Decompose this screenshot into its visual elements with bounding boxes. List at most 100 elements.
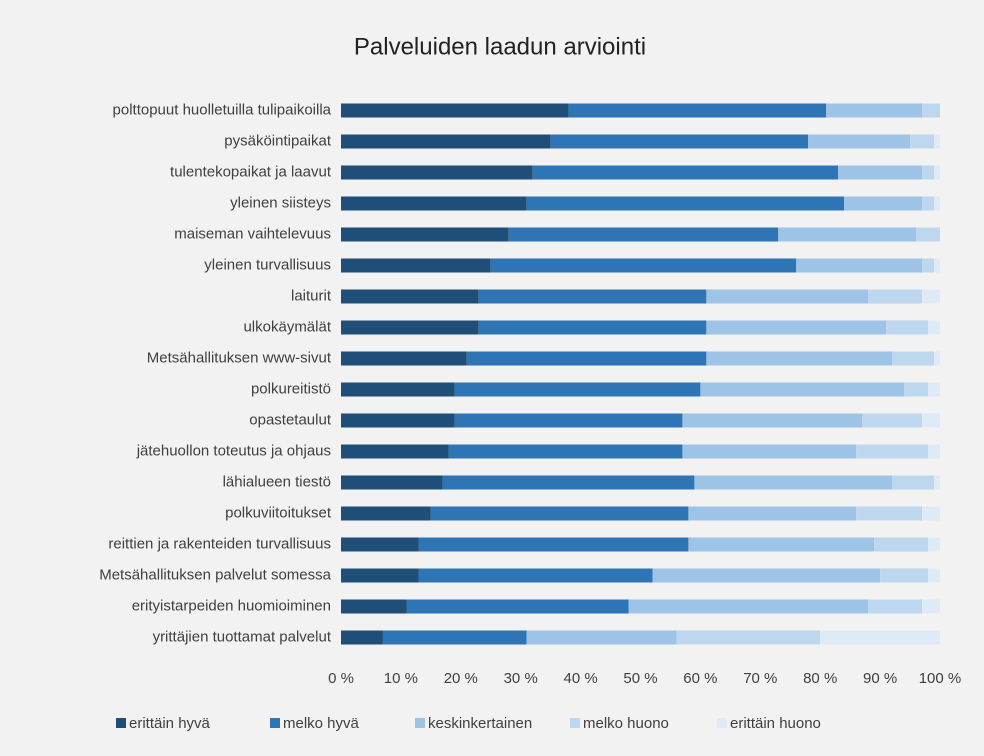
y-tick-label: polttopuut huolletuilla tulipaikoilla — [113, 101, 332, 118]
bar-segment — [466, 351, 707, 366]
bar-segment — [910, 134, 935, 149]
y-tick-label: Metsähallituksen www-sivut — [147, 349, 332, 366]
bar-segment — [382, 630, 527, 645]
y-tick-label: yrittäjien tuottamat palvelut — [153, 628, 332, 645]
bar-segment — [934, 196, 940, 211]
bar-segment — [844, 196, 923, 211]
bar-segment — [341, 258, 491, 273]
bar-segment — [341, 382, 455, 397]
bar-segment — [341, 227, 509, 242]
bar-segment — [922, 289, 940, 304]
bar-segment — [532, 165, 839, 180]
y-tick-label: ulkokäymälät — [243, 318, 331, 335]
x-tick-label: 30 % — [504, 670, 538, 687]
x-tick-label: 0 % — [328, 670, 354, 687]
bar-segment — [904, 382, 929, 397]
bar-segment — [341, 475, 443, 490]
chart-title: Palveluiden laadun arviointi — [354, 33, 646, 60]
y-tick-label: laiturit — [291, 287, 332, 304]
bar-segment — [916, 227, 940, 242]
bar-segment — [934, 134, 940, 149]
y-tick-label: tulentekopaikat ja laavut — [170, 163, 332, 180]
x-tick-label: 50 % — [623, 670, 657, 687]
bar-segment — [928, 444, 940, 459]
bar-segment — [442, 475, 695, 490]
bar-segment — [526, 630, 677, 645]
bar-segment — [934, 165, 940, 180]
bar-segment — [550, 134, 809, 149]
legend-swatch — [415, 718, 425, 728]
legend-swatch — [717, 718, 727, 728]
bar-segment — [838, 165, 923, 180]
bar-segment — [341, 289, 479, 304]
bar-segment — [856, 444, 929, 459]
bar-segment — [341, 630, 383, 645]
y-tick-label: polkuviitoitukset — [225, 504, 332, 521]
bar-segment — [922, 413, 940, 428]
legend-label: keskinkertainen — [428, 715, 532, 732]
y-tick-label: yleinen siisteys — [230, 194, 331, 211]
bar-segment — [341, 537, 419, 552]
bar-segment — [478, 320, 707, 335]
bar-segment — [886, 320, 929, 335]
bar-segment — [508, 227, 779, 242]
bar-segment — [922, 196, 935, 211]
y-tick-label: lähialueen tiestö — [223, 473, 331, 490]
bar-segment — [808, 134, 911, 149]
bar-segment — [868, 599, 923, 614]
y-tick-label: Metsähallituksen palvelut somessa — [99, 566, 331, 583]
bar-segment — [341, 568, 419, 583]
bar-segment — [922, 103, 940, 118]
bar-segment — [934, 351, 940, 366]
bar-segment — [922, 599, 940, 614]
bar-segment — [688, 506, 857, 521]
bar-segment — [928, 320, 940, 335]
legend-label: melko huono — [583, 715, 669, 732]
bar-segment — [880, 568, 929, 583]
bar-segment — [706, 320, 887, 335]
bar-segment — [826, 103, 923, 118]
bar-segment — [928, 537, 940, 552]
bar-segment — [892, 475, 935, 490]
x-tick-label: 100 % — [919, 670, 962, 687]
y-tick-label: yleinen turvallisuus — [204, 256, 331, 273]
y-tick-label: reittien ja rakenteiden turvallisuus — [108, 535, 331, 552]
bar-segment — [341, 165, 533, 180]
bar-segment — [418, 537, 689, 552]
bar-segment — [682, 444, 857, 459]
bar-segment — [628, 599, 869, 614]
bar-segment — [682, 413, 863, 428]
bar-segment — [934, 475, 940, 490]
y-tick-label: polkureitistö — [251, 380, 331, 397]
bar-segment — [892, 351, 935, 366]
bar-segment — [856, 506, 923, 521]
bar-segment — [526, 196, 845, 211]
bar-segment — [341, 196, 527, 211]
bar-segment — [478, 289, 707, 304]
bar-segment — [341, 599, 407, 614]
bar-segment — [688, 537, 875, 552]
bar-segment — [341, 413, 455, 428]
x-tick-label: 80 % — [803, 670, 837, 687]
x-tick-label: 40 % — [563, 670, 597, 687]
bar-segment — [454, 382, 701, 397]
legend-label: erittäin hyvä — [129, 715, 211, 732]
bar-segment — [341, 134, 551, 149]
bar-segment — [454, 413, 683, 428]
bar-segment — [448, 444, 683, 459]
bar-segment — [922, 258, 935, 273]
bar-segment — [778, 227, 917, 242]
x-tick-label: 70 % — [743, 670, 777, 687]
legend-swatch — [570, 718, 580, 728]
bar-segment — [406, 599, 629, 614]
bar-segment — [418, 568, 653, 583]
bar-segment — [874, 537, 929, 552]
y-tick-label: jätehuollon toteutus ja ohjaus — [136, 442, 331, 459]
bar-segment — [922, 165, 935, 180]
y-tick-label: maiseman vaihtelevuus — [174, 225, 331, 242]
bar-segment — [341, 506, 431, 521]
legend-swatch — [270, 718, 280, 728]
bar-segment — [652, 568, 881, 583]
legend-label: melko hyvä — [283, 715, 360, 732]
